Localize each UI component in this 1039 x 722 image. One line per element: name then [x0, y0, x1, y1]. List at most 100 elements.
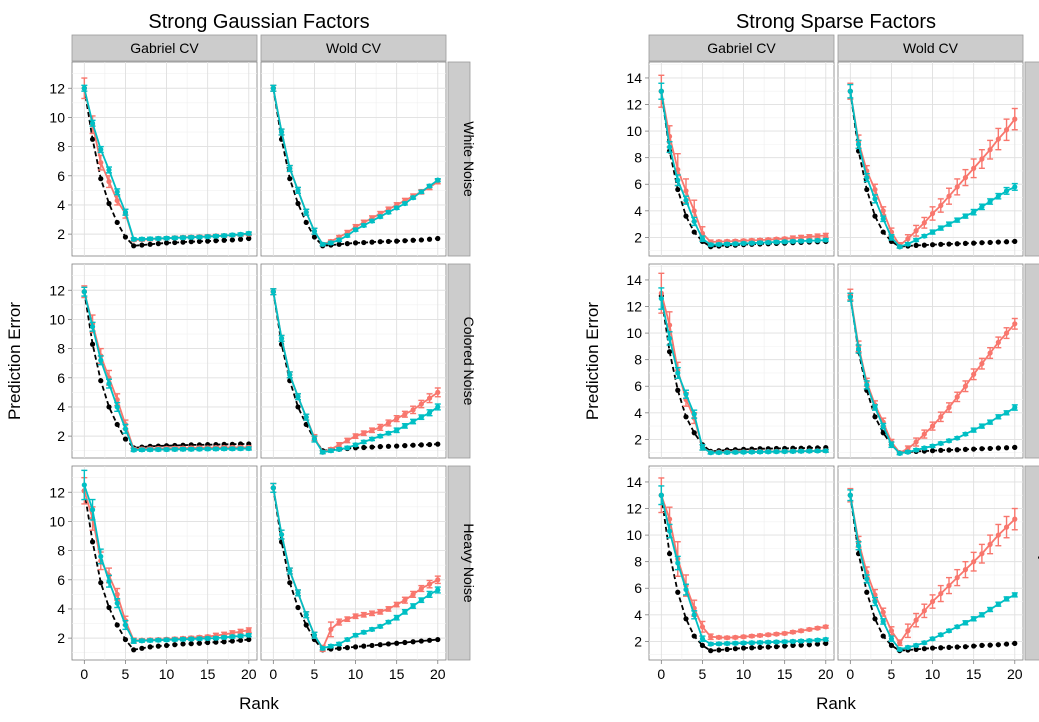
data-point	[435, 177, 441, 183]
data-point	[295, 394, 301, 400]
data-point	[699, 236, 706, 242]
data-point	[995, 239, 1001, 245]
column-strip	[71, 34, 258, 62]
data-point	[89, 136, 96, 142]
data-point	[757, 449, 763, 455]
data-point	[855, 543, 862, 549]
data-point	[716, 449, 722, 456]
column-strip	[648, 34, 835, 62]
data-point	[823, 237, 829, 243]
data-point	[675, 186, 681, 193]
data-point	[740, 640, 747, 646]
data-point	[913, 237, 919, 243]
y-tick-label: 10	[49, 311, 65, 327]
data-point	[246, 632, 252, 638]
data-point	[122, 234, 129, 240]
x-tick-label: 20	[241, 666, 257, 682]
data-point	[155, 241, 161, 247]
data-point	[872, 616, 878, 622]
data-point	[658, 88, 664, 94]
data-point	[987, 606, 993, 613]
series-cyan	[658, 82, 829, 248]
data-point	[385, 238, 392, 245]
facet-panel	[68, 263, 258, 459]
data-point	[979, 204, 985, 210]
data-point	[361, 430, 367, 436]
data-point	[303, 622, 309, 628]
data-point	[221, 237, 227, 243]
data-point	[1003, 410, 1010, 416]
data-point	[402, 411, 408, 417]
data-point	[699, 444, 706, 450]
data-point	[1012, 516, 1018, 522]
data-point	[155, 235, 161, 242]
data-point	[114, 189, 120, 195]
y-tick-label: 12	[49, 484, 65, 500]
data-point	[311, 632, 318, 638]
y-tick-label: 12	[626, 501, 642, 517]
data-point	[155, 637, 161, 643]
data-point	[336, 237, 342, 243]
data-point	[798, 628, 804, 634]
data-point	[675, 167, 681, 173]
data-point	[938, 225, 944, 231]
y-tick-label: 10	[626, 123, 642, 139]
data-point	[147, 241, 153, 247]
data-point	[724, 449, 730, 456]
data-point	[708, 634, 714, 640]
data-point	[435, 587, 441, 593]
data-point	[905, 644, 911, 650]
y-tick-label: 6	[57, 168, 65, 184]
data-point	[782, 643, 788, 649]
data-point	[435, 235, 441, 242]
data-point	[435, 404, 441, 410]
data-point	[888, 442, 895, 448]
data-point	[675, 560, 681, 566]
data-point	[336, 645, 342, 651]
data-point	[1012, 238, 1018, 244]
data-point	[946, 447, 952, 453]
data-point	[426, 441, 433, 448]
data-point	[213, 635, 219, 641]
data-point	[946, 241, 952, 247]
data-point	[823, 448, 829, 454]
data-point	[385, 209, 392, 215]
data-point	[823, 636, 829, 643]
panel-background	[71, 61, 258, 257]
data-point	[1012, 592, 1018, 598]
data-point	[913, 242, 919, 248]
data-point	[303, 209, 309, 215]
data-point	[979, 361, 985, 367]
column-strip-label: Gabriel CV	[130, 40, 199, 56]
data-point	[229, 634, 235, 640]
data-point	[394, 615, 400, 621]
data-point	[929, 210, 936, 217]
data-point	[81, 289, 87, 295]
data-point	[905, 236, 911, 242]
data-point	[888, 636, 895, 642]
data-point	[872, 414, 878, 420]
x-tick-label: 15	[389, 666, 405, 682]
data-point	[394, 443, 400, 449]
x-tick-label: 0	[846, 666, 854, 682]
data-point	[426, 395, 433, 401]
facet-panel	[68, 465, 258, 664]
data-point	[106, 200, 112, 207]
data-point	[938, 241, 944, 247]
data-point	[823, 640, 829, 646]
data-point	[98, 146, 104, 153]
data-point	[402, 609, 408, 615]
data-point	[691, 229, 697, 235]
data-point	[287, 568, 293, 574]
data-point	[180, 641, 186, 647]
facet-panel	[68, 61, 258, 257]
data-point	[426, 581, 433, 587]
row-strip-label: Heavy Noise	[461, 523, 477, 603]
data-point	[336, 641, 342, 647]
data-point	[765, 632, 771, 638]
data-point	[98, 357, 104, 363]
data-point	[929, 242, 936, 248]
data-point	[675, 589, 681, 595]
data-point	[172, 239, 178, 246]
data-point	[114, 404, 120, 410]
